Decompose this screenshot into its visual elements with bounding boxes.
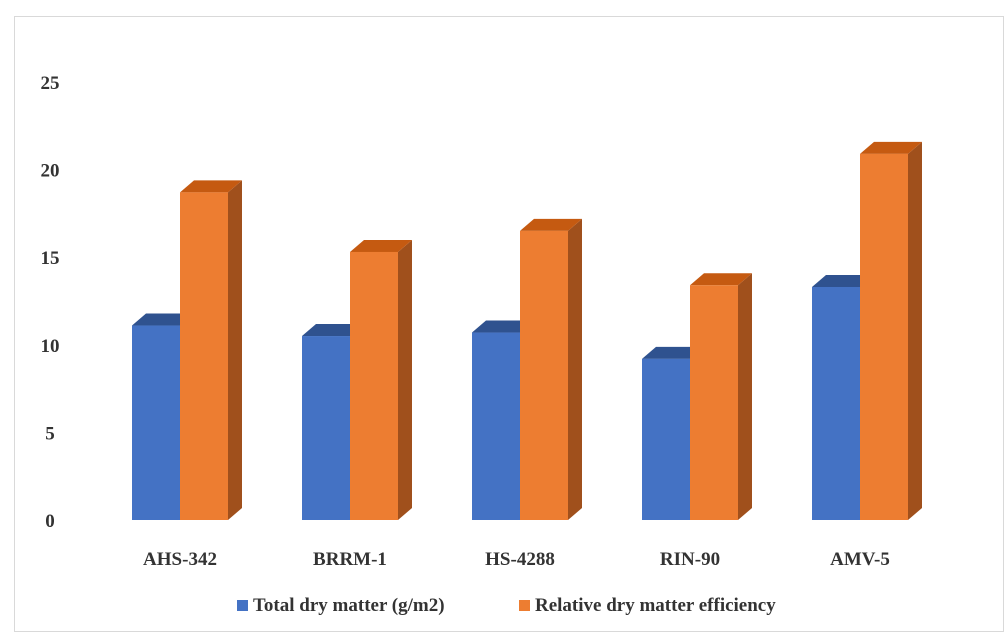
bar-top-face xyxy=(350,239,412,252)
legend-item: Total dry matter (g/m2) xyxy=(237,595,445,616)
bar-top-face xyxy=(690,273,752,286)
bar-front-face xyxy=(812,286,860,520)
bar-top-face xyxy=(132,313,194,326)
bar-top-face xyxy=(180,180,242,193)
y-tick-label: 10 xyxy=(41,336,60,357)
bar-side-face xyxy=(228,180,242,520)
bar-relative-efficiency-ahs-342 xyxy=(180,180,242,520)
bar-relative-efficiency-amv-5 xyxy=(860,141,922,520)
y-tick-label: 25 xyxy=(41,73,60,94)
bar-top-face xyxy=(302,324,364,337)
x-tick-label: BRRM-1 xyxy=(313,549,387,570)
bar-front-face xyxy=(180,192,228,520)
bar-top-face xyxy=(812,274,874,287)
bar-front-face xyxy=(350,251,398,520)
y-tick-label: 15 xyxy=(41,248,60,269)
bar-side-face xyxy=(398,239,412,520)
bars-group xyxy=(132,141,922,521)
x-tick-label: HS-4288 xyxy=(485,549,555,570)
y-axis: 0 5 10 15 20 25 xyxy=(41,73,60,532)
bar-relative-efficiency-rin-90 xyxy=(690,273,752,520)
legend-swatch xyxy=(519,600,530,611)
y-tick-label: 0 xyxy=(45,511,55,532)
x-tick-label: AHS-342 xyxy=(143,549,217,570)
x-tick-label: AMV-5 xyxy=(830,549,890,570)
bar-front-face xyxy=(472,332,520,520)
legend-label: Relative dry matter efficiency xyxy=(535,595,776,616)
bar-side-face xyxy=(908,141,922,520)
bar-side-face xyxy=(738,273,752,520)
bar-top-face xyxy=(860,141,922,154)
bar-front-face xyxy=(132,325,180,520)
bar-front-face xyxy=(642,358,690,520)
y-tick-label: 20 xyxy=(41,161,60,182)
bar-top-face xyxy=(642,346,704,359)
bar-top-face xyxy=(472,320,534,333)
bar-relative-efficiency-hs-4288 xyxy=(520,218,582,521)
bar-front-face xyxy=(302,336,350,520)
bar-front-face xyxy=(520,230,568,521)
bar-side-face xyxy=(568,218,582,521)
x-axis: AHS-342 BRRM-1 HS-4288 RIN-90 AMV-5 xyxy=(143,549,890,570)
legend-swatch xyxy=(237,600,248,611)
bar-relative-efficiency-brrm-1 xyxy=(350,239,412,520)
bar-top-face xyxy=(520,218,582,231)
legend: Total dry matter (g/m2) Relative dry matt… xyxy=(237,595,776,616)
x-tick-label: RIN-90 xyxy=(660,549,720,570)
bar-front-face xyxy=(690,285,738,520)
legend-label: Total dry matter (g/m2) xyxy=(253,595,445,616)
y-tick-label: 5 xyxy=(45,423,55,444)
legend-item: Relative dry matter efficiency xyxy=(519,595,776,616)
bar-front-face xyxy=(860,153,908,520)
